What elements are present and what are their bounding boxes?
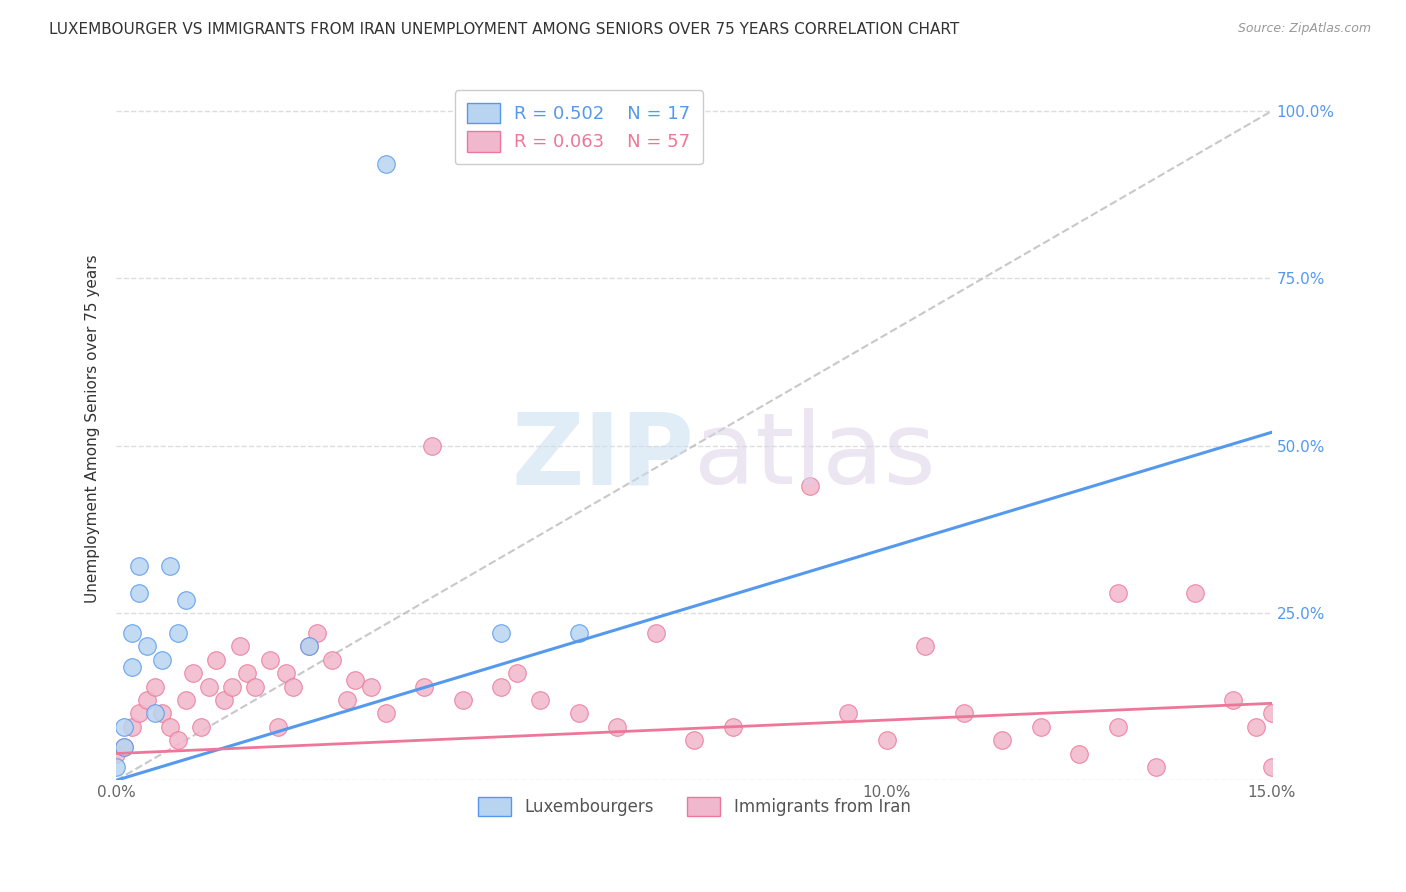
Text: LUXEMBOURGER VS IMMIGRANTS FROM IRAN UNEMPLOYMENT AMONG SENIORS OVER 75 YEARS CO: LUXEMBOURGER VS IMMIGRANTS FROM IRAN UNE… — [49, 22, 959, 37]
Point — [152, 706, 174, 721]
Point — [121, 720, 143, 734]
Point — [267, 720, 290, 734]
Point — [374, 157, 396, 171]
Point — [1261, 760, 1284, 774]
Point — [212, 693, 235, 707]
Point — [1261, 706, 1284, 721]
Point — [374, 706, 396, 721]
Point — [344, 673, 367, 687]
Point — [336, 693, 359, 707]
Point — [112, 720, 135, 734]
Point — [506, 666, 529, 681]
Point — [1107, 720, 1129, 734]
Point — [529, 693, 551, 707]
Point — [1144, 760, 1167, 774]
Point — [121, 626, 143, 640]
Point — [112, 739, 135, 754]
Point — [283, 680, 305, 694]
Point — [321, 653, 343, 667]
Point — [159, 559, 181, 574]
Point — [491, 680, 513, 694]
Legend: Luxembourgers, Immigrants from Iran: Luxembourgers, Immigrants from Iran — [470, 789, 920, 825]
Point — [274, 666, 297, 681]
Point — [567, 626, 589, 640]
Point — [1069, 747, 1091, 761]
Point — [174, 592, 197, 607]
Point — [1107, 586, 1129, 600]
Point — [413, 680, 436, 694]
Point — [181, 666, 204, 681]
Point — [121, 659, 143, 673]
Point — [221, 680, 243, 694]
Point — [491, 626, 513, 640]
Point — [167, 733, 190, 747]
Point — [606, 720, 628, 734]
Point — [197, 680, 219, 694]
Point — [136, 693, 159, 707]
Point — [152, 653, 174, 667]
Point — [1029, 720, 1052, 734]
Point — [876, 733, 898, 747]
Point — [143, 680, 166, 694]
Point — [112, 739, 135, 754]
Point — [837, 706, 859, 721]
Point — [128, 586, 150, 600]
Point — [991, 733, 1014, 747]
Point — [420, 439, 443, 453]
Point — [174, 693, 197, 707]
Point — [159, 720, 181, 734]
Point — [128, 559, 150, 574]
Point — [451, 693, 474, 707]
Point — [1246, 720, 1268, 734]
Point — [190, 720, 212, 734]
Point — [567, 706, 589, 721]
Point — [1184, 586, 1206, 600]
Point — [105, 747, 128, 761]
Point — [167, 626, 190, 640]
Point — [105, 760, 128, 774]
Point — [683, 733, 706, 747]
Text: ZIP: ZIP — [512, 409, 695, 506]
Point — [721, 720, 744, 734]
Point — [243, 680, 266, 694]
Point — [305, 626, 328, 640]
Point — [228, 640, 250, 654]
Point — [205, 653, 228, 667]
Text: atlas: atlas — [695, 409, 936, 506]
Point — [143, 706, 166, 721]
Point — [128, 706, 150, 721]
Y-axis label: Unemployment Among Seniors over 75 years: Unemployment Among Seniors over 75 years — [86, 254, 100, 603]
Text: Source: ZipAtlas.com: Source: ZipAtlas.com — [1237, 22, 1371, 36]
Point — [298, 640, 321, 654]
Point — [298, 640, 321, 654]
Point — [952, 706, 974, 721]
Point — [259, 653, 281, 667]
Point — [799, 479, 821, 493]
Point — [136, 640, 159, 654]
Point — [914, 640, 936, 654]
Point — [644, 626, 666, 640]
Point — [1222, 693, 1244, 707]
Point — [360, 680, 382, 694]
Point — [236, 666, 259, 681]
